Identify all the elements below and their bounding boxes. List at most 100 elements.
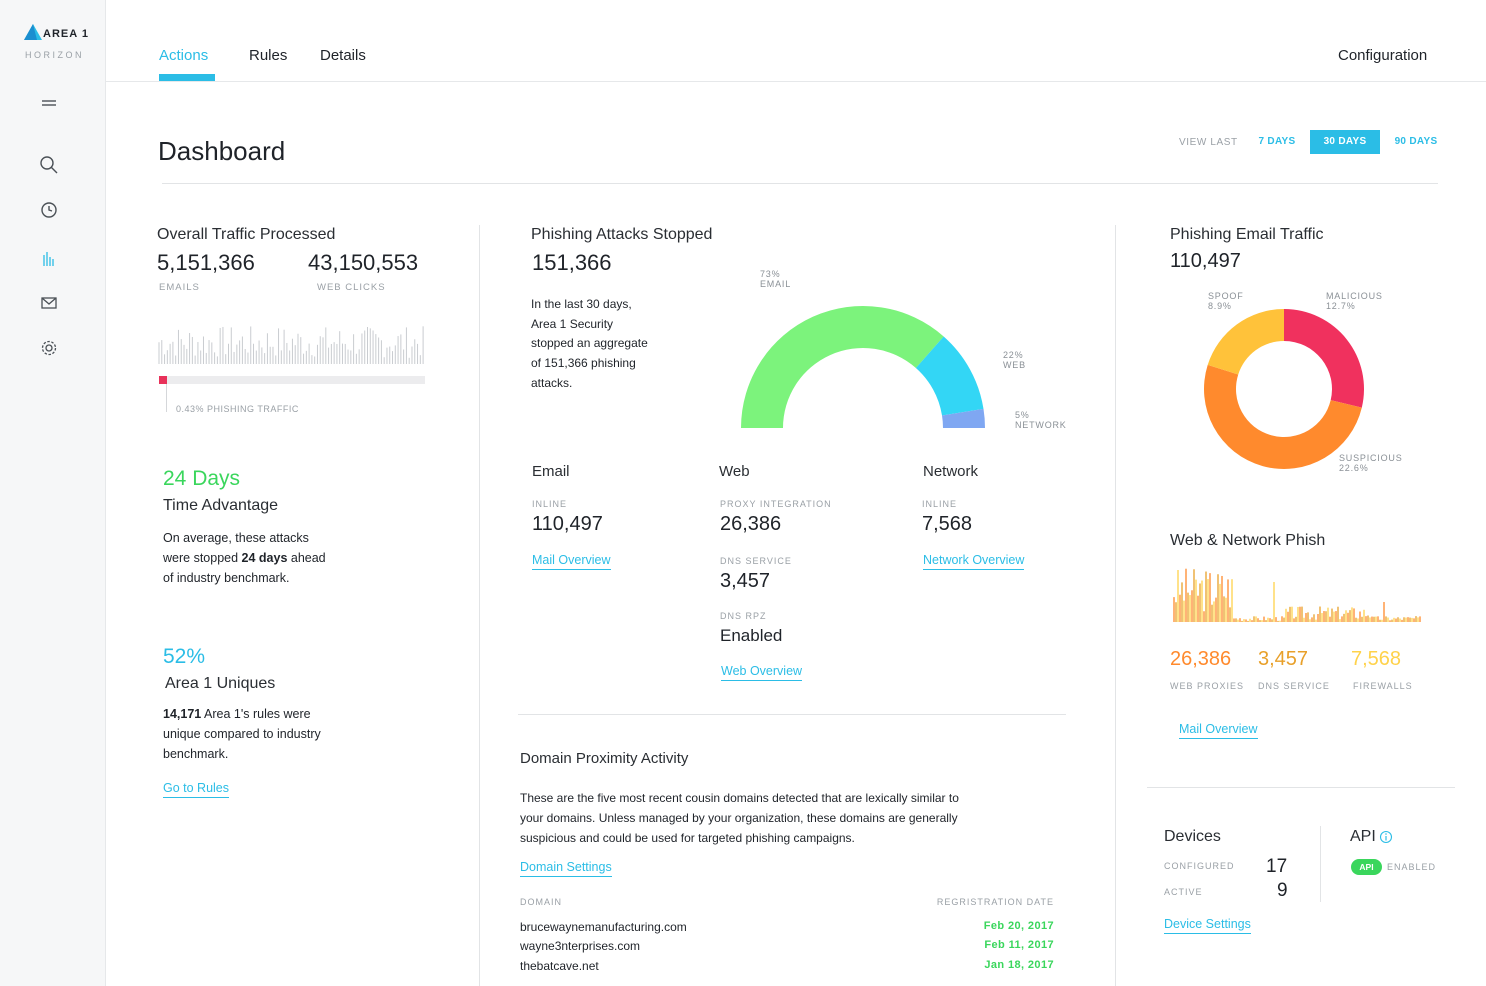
right-divider [1147, 787, 1455, 788]
configuration-link[interactable]: Configuration [1338, 47, 1428, 64]
gauge-web-segment [915, 336, 984, 416]
proxy-integration-value: 26,386 [720, 513, 782, 535]
range-7-days-button[interactable]: 7 DAYS [1258, 136, 1296, 147]
phishing-gauge-chart [741, 306, 985, 428]
domain-proximity-title: Domain Proximity Activity [520, 750, 689, 767]
firewalls-label: FIREWALLS [1353, 681, 1413, 691]
tab-actions[interactable]: Actions [159, 47, 209, 64]
donut-malicious-segment [1284, 309, 1364, 408]
active-tab-indicator [159, 74, 215, 81]
email-inline-value: 110,497 [532, 513, 603, 535]
firewalls-value: 7,568 [1351, 648, 1402, 670]
spoof-label: SPOOF 8.9% [1208, 291, 1244, 311]
middle-divider [518, 714, 1066, 715]
area1-logo-icon [24, 24, 42, 40]
emails-value: 5,151,366 [157, 250, 255, 275]
page-title: Dashboard [158, 136, 286, 166]
network-inline-value: 7,568 [922, 513, 973, 535]
gauge-email-segment [741, 306, 944, 428]
dns-rpz-label: DNS RPZ [720, 611, 767, 621]
gauge-network-label: 5% NETWORK [1015, 410, 1067, 430]
traffic-title: Overall Traffic Processed [157, 226, 336, 243]
configured-value: 17 [1266, 856, 1288, 877]
tab-rules[interactable]: Rules [249, 47, 288, 64]
mail-overview-link-right[interactable]: Mail Overview [1179, 722, 1258, 739]
domain-settings-link[interactable]: Domain Settings [520, 860, 612, 877]
email-traffic-title: Phishing Email Traffic [1170, 226, 1324, 243]
network-inline-label: INLINE [922, 499, 958, 509]
web-clicks-label: WEB CLICKS [317, 282, 386, 293]
phishing-value: 151,366 [532, 250, 612, 275]
registration-date-column-header: REGRISTRATION DATE [936, 897, 1054, 907]
domain-row-name: brucewaynemanufacturing.com [520, 920, 687, 934]
domain-column-header: DOMAIN [520, 897, 562, 907]
phishing-traffic-track [159, 376, 425, 384]
active-label: ACTIVE [1164, 887, 1203, 897]
phishing-title: Phishing Attacks Stopped [531, 226, 713, 243]
proxy-integration-label: PROXY INTEGRATION [720, 499, 832, 509]
web-network-phish-title: Web & Network Phish [1170, 532, 1326, 549]
gauge-network-segment [942, 408, 985, 428]
api-badge: API [1351, 859, 1382, 875]
range-90-days-button[interactable]: 90 DAYS [1394, 136, 1438, 147]
malicious-label: MALICIOUS 12.7% [1326, 291, 1383, 311]
email-channel-title: Email [532, 463, 570, 480]
api-status: ENABLED [1387, 862, 1437, 872]
phishing-marker-line [166, 384, 167, 412]
configured-label: CONFIGURED [1164, 861, 1235, 871]
mail-overview-link[interactable]: Mail Overview [532, 553, 611, 570]
dns-service-phish-value: 3,457 [1258, 648, 1309, 670]
emails-label: EMAILS [159, 282, 200, 293]
domain-row-date: Feb 20, 2017 [983, 920, 1054, 932]
go-to-rules-link[interactable]: Go to Rules [163, 781, 230, 798]
info-icon[interactable] [1379, 830, 1393, 844]
uniques-value: 52% [163, 645, 206, 668]
column-divider-right [1115, 225, 1116, 986]
domain-row-name: thebatcave.net [520, 959, 599, 973]
traffic-sparkline [158, 326, 424, 364]
gauge-web-label: 22% WEB [1003, 350, 1026, 370]
phishing-traffic-label: 0.43% PHISHING TRAFFIC [176, 404, 299, 414]
column-divider-left [479, 225, 480, 986]
web-overview-link[interactable]: Web Overview [721, 664, 803, 681]
network-overview-link[interactable]: Network Overview [923, 553, 1025, 570]
mail-icon[interactable] [38, 292, 60, 314]
brand-subtitle: HORIZON [25, 50, 84, 60]
time-advantage-title: Time Advantage [163, 497, 279, 514]
suspicious-label: SUSPICIOUS 22.6% [1339, 453, 1403, 473]
web-proxies-label: WEB PROXIES [1170, 681, 1245, 691]
uniques-text: 14,171 Area 1's rules were unique compar… [163, 707, 321, 761]
network-channel-title: Network [923, 463, 979, 480]
clock-icon[interactable] [38, 199, 60, 221]
domain-row-date: Feb 11, 2017 [984, 939, 1054, 951]
phishing-description: In the last 30 days, Area 1 Security sto… [531, 297, 648, 390]
sidebar: AREA 1 HORIZON [0, 0, 106, 986]
menu-icon[interactable] [38, 92, 60, 114]
top-navigation: Actions Rules Details Configuration [106, 0, 1486, 82]
devices-title: Devices [1164, 828, 1221, 845]
phishing-traffic-fill [159, 376, 167, 384]
range-30-days-button[interactable]: 30 DAYS [1310, 130, 1380, 154]
domain-proximity-description: These are the five most recent cousin do… [520, 791, 959, 845]
email-inline-label: INLINE [532, 499, 568, 509]
gear-icon[interactable] [38, 337, 60, 359]
web-channel-title: Web [719, 463, 750, 480]
dns-service-label: DNS SERVICE [720, 556, 792, 566]
search-icon[interactable] [38, 154, 60, 176]
tab-details[interactable]: Details [320, 47, 366, 64]
donut-suspicious-segment [1204, 364, 1362, 469]
domain-row-date: Jan 18, 2017 [984, 959, 1054, 971]
email-traffic-donut-chart [1204, 309, 1364, 469]
uniques-title: Area 1 Uniques [165, 675, 276, 692]
brand-name: AREA 1 [43, 28, 89, 40]
view-last-label: VIEW LAST [1179, 137, 1238, 148]
web-clicks-value: 43,150,553 [308, 250, 419, 275]
donut-spoof-segment [1207, 309, 1284, 375]
dns-rpz-value: Enabled [720, 626, 783, 645]
api-title: API [1350, 828, 1376, 845]
web-proxies-value: 26,386 [1170, 648, 1232, 670]
web-network-phish-chart [1173, 568, 1421, 622]
bar-chart-icon[interactable] [38, 247, 60, 269]
email-traffic-value: 110,497 [1170, 250, 1241, 272]
device-settings-link[interactable]: Device Settings [1164, 917, 1251, 934]
